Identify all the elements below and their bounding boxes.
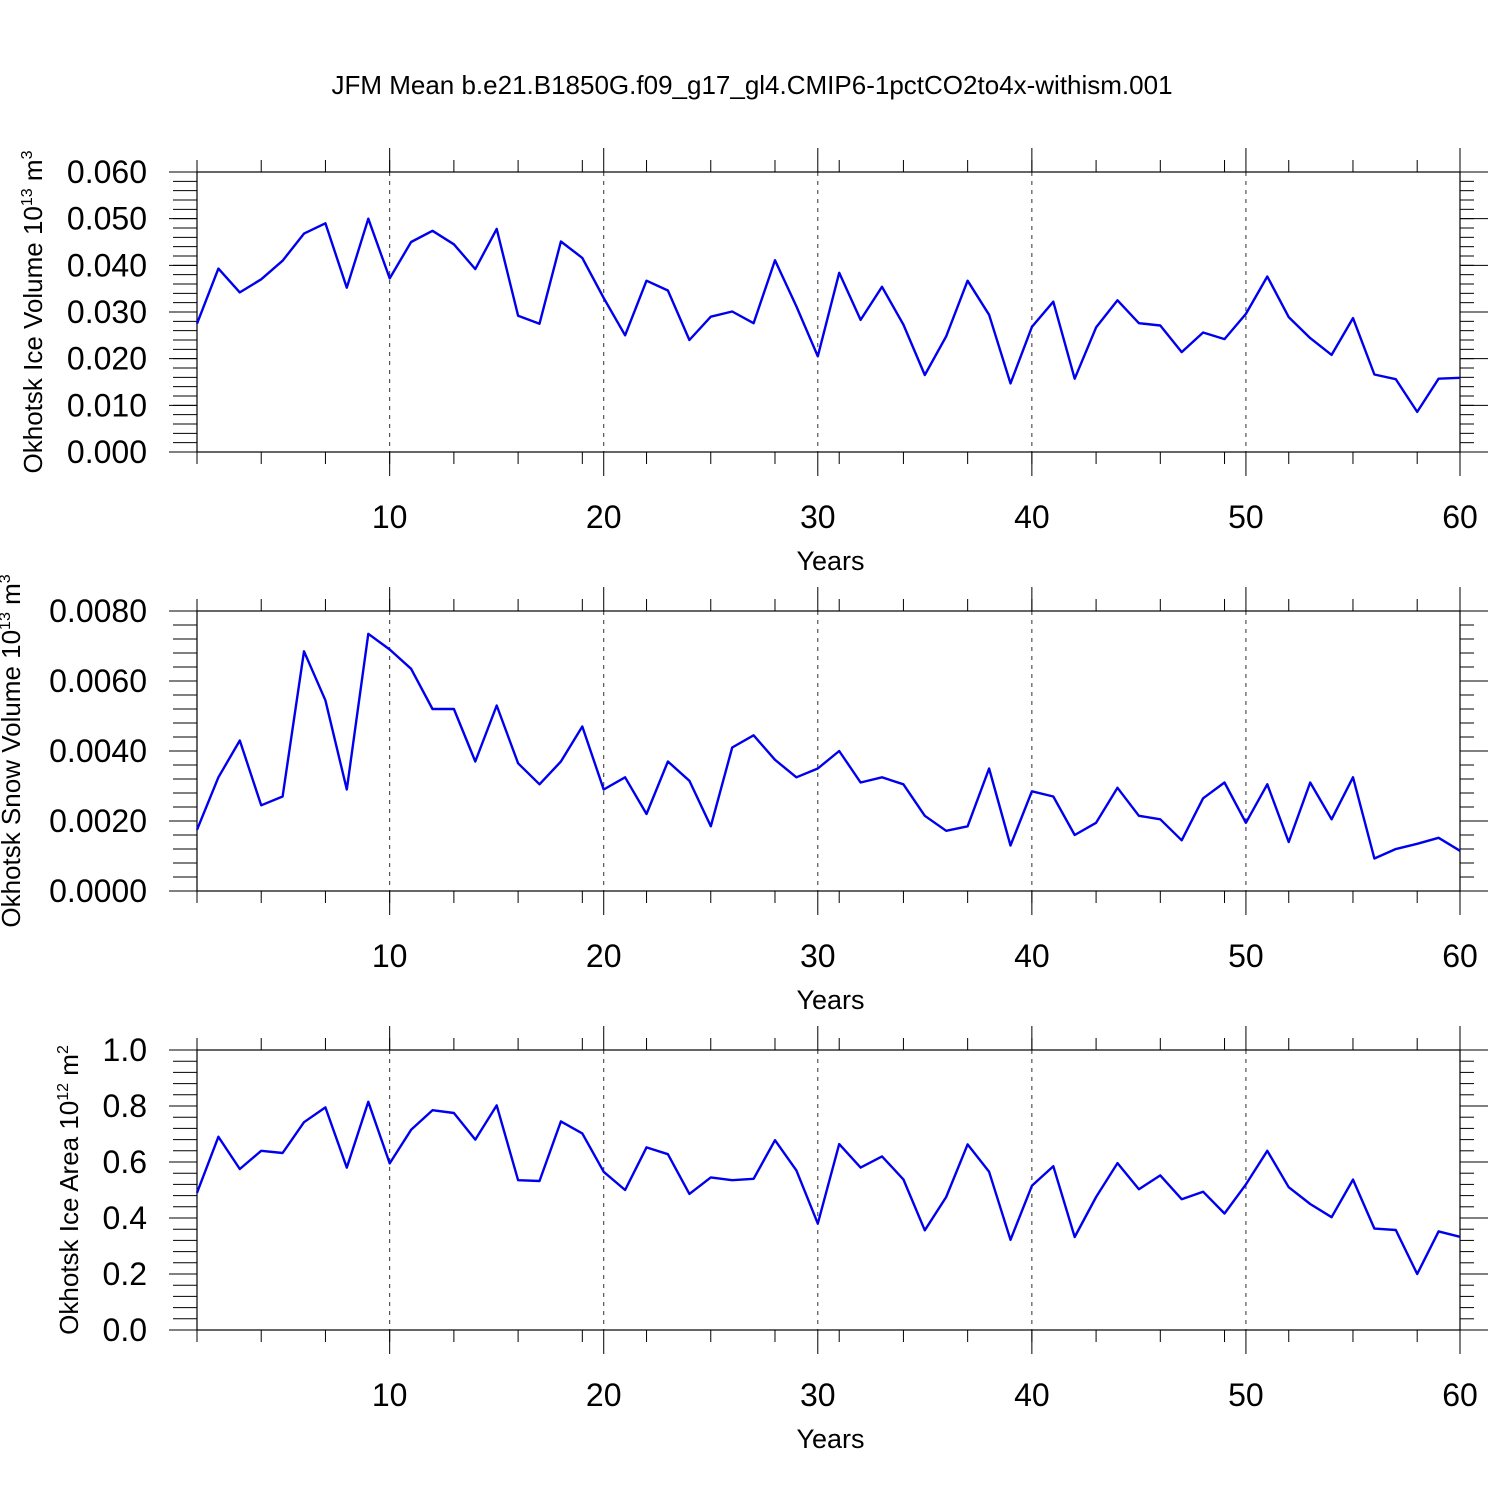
series-line: [195, 632, 1461, 860]
plot-frame: [196, 1049, 1461, 1331]
y-axis-label-unit-exponent: 3: [0, 574, 14, 583]
x-tick-label: 60: [1442, 499, 1478, 535]
y-axis-label-unit: m: [54, 1054, 84, 1083]
y-tick-label: 0.000: [67, 434, 147, 470]
x-tick-label: 30: [800, 1377, 836, 1413]
figure-title: JFM Mean b.e21.B1850G.f09_g17_gl4.CMIP6-…: [331, 70, 1172, 100]
x-tick-label: 30: [800, 938, 836, 974]
y-axis-label-text: Okhotsk Ice Area 10: [54, 1101, 84, 1335]
y-tick-label: 0.050: [67, 201, 147, 237]
y-tick-label: 0.030: [67, 294, 147, 330]
y-axis-label-text: Okhotsk Snow Volume 10: [0, 630, 26, 928]
y-axis-label-exponent: 13: [19, 188, 36, 206]
series-line: [195, 217, 1461, 414]
x-tick-label: 60: [1442, 1377, 1478, 1413]
y-tick-label: 0.4: [103, 1200, 147, 1236]
y-tick-label: 1.0: [103, 1032, 147, 1068]
x-tick-label: 10: [372, 1377, 408, 1413]
x-tick-label: 10: [372, 938, 408, 974]
y-tick-label: 0.2: [103, 1256, 147, 1292]
x-axis-label: Years: [796, 546, 864, 576]
y-axis-label-exponent: 13: [0, 612, 14, 630]
series-line: [195, 1100, 1461, 1276]
y-tick-label: 0.040: [67, 247, 147, 283]
y-axis-label-unit-exponent: 2: [55, 1045, 72, 1054]
y-tick-label: 0.0: [103, 1312, 147, 1348]
x-tick-label: 20: [586, 499, 622, 535]
x-tick-label: 10: [372, 499, 408, 535]
x-axis-label: Years: [796, 985, 864, 1015]
x-tick-label: 20: [586, 938, 622, 974]
x-tick-label: 50: [1228, 938, 1264, 974]
y-tick-label: 0.010: [67, 387, 147, 423]
y-axis-label-text: Okhotsk Ice Volume 10: [18, 206, 48, 473]
y-tick-label: 0.0000: [49, 873, 147, 909]
x-tick-label: 50: [1228, 1377, 1264, 1413]
x-tick-label: 50: [1228, 499, 1264, 535]
y-axis-label-unit: m: [18, 159, 48, 188]
y-tick-label: 0.0060: [49, 663, 147, 699]
x-tick-label: 60: [1442, 938, 1478, 974]
y-tick-label: 0.6: [103, 1144, 147, 1180]
y-axis-label-exponent: 12: [55, 1083, 72, 1101]
x-tick-label: 30: [800, 499, 836, 535]
y-tick-label: 0.0020: [49, 803, 147, 839]
y-axis-label: Okhotsk Snow Volume 1013 m3: [0, 574, 26, 927]
y-axis-label: Okhotsk Ice Area 1012 m2: [54, 1045, 84, 1335]
plot-frame: [196, 610, 1461, 892]
chart-panel-3: 10 20 30 40 50 60 0.0 0.2 0.4 0.6 0.8 1.0 Years Okhot…: [54, 1026, 1488, 1454]
x-tick-label: 20: [586, 1377, 622, 1413]
x-tick-label: 40: [1014, 1377, 1050, 1413]
x-tick-label: 40: [1014, 938, 1050, 974]
y-axis-label: Okhotsk Ice Volume 1013 m3: [18, 150, 48, 473]
x-axis-label: Years: [796, 1424, 864, 1454]
y-tick-label: 0.060: [67, 154, 147, 190]
y-axis-label-unit-exponent: 3: [19, 150, 36, 159]
y-tick-label: 0.0080: [49, 593, 147, 629]
chart-panel-2: 10 20 30 40 50 60 0.0000 0.0020 0.0040 0.0060 0.00…: [0, 574, 1488, 1015]
y-tick-label: 0.020: [67, 341, 147, 377]
chart-panels: 10 20 30 40 50 600.0000.0100.0200.0300.0400.0…: [0, 148, 1488, 1454]
y-tick-label: 0.0040: [49, 733, 147, 769]
x-tick-label: 40: [1014, 499, 1050, 535]
y-tick-label: 0.8: [103, 1088, 147, 1124]
y-axis-label-unit: m: [0, 583, 26, 612]
chart-panel-1: 10 20 30 40 50 60 0.000 0.010 0.020 0.030 0.040 0.0…: [18, 148, 1488, 576]
